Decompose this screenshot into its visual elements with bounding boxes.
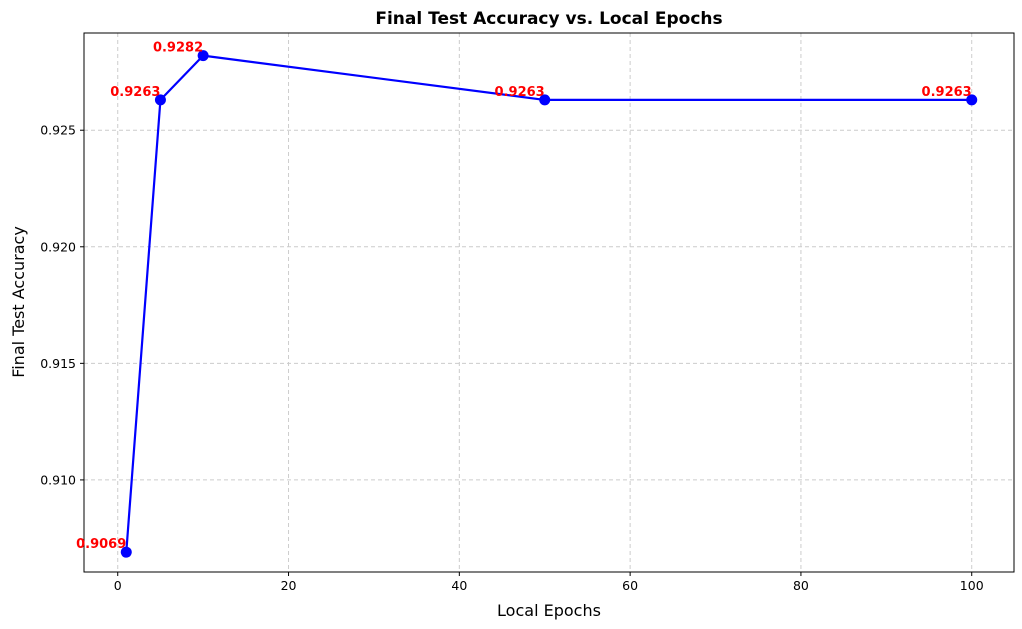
x-axis-ticks: 0 20 40 60 80 100 <box>114 572 984 593</box>
data-label: 0.9282 <box>153 41 203 56</box>
x-tick-label: 100 <box>960 578 984 593</box>
data-label: 0.9263 <box>495 85 545 100</box>
data-point <box>966 94 978 106</box>
x-axis-title: Local Epochs <box>497 601 601 620</box>
plot-area-frame <box>83 32 1015 573</box>
data-label: 0.9263 <box>922 85 972 100</box>
series-layer <box>120 50 978 558</box>
y-tick-label: 0.925 <box>40 123 76 138</box>
grid <box>84 33 1014 572</box>
x-tick-label: 60 <box>622 578 638 593</box>
data-labels: 0.9069 0.9263 0.9282 0.9263 0.9263 <box>76 41 972 553</box>
x-tick-label: 0 <box>114 578 122 593</box>
y-tick-label: 0.910 <box>40 472 76 487</box>
x-tick-label: 40 <box>451 578 467 593</box>
data-point <box>154 94 166 106</box>
y-axis-title: Final Test Accuracy <box>9 226 28 378</box>
data-point <box>197 50 209 62</box>
chart-title: Final Test Accuracy vs. Local Epochs <box>375 9 722 29</box>
data-point <box>539 94 551 106</box>
y-tick-label: 0.915 <box>40 356 76 371</box>
data-label: 0.9263 <box>110 85 160 100</box>
x-tick-label: 80 <box>793 578 809 593</box>
data-label: 0.9069 <box>76 537 126 552</box>
x-tick-label: 20 <box>281 578 297 593</box>
data-point <box>120 546 132 558</box>
y-tick-label: 0.920 <box>40 239 76 254</box>
y-axis-ticks: 0.910 0.915 0.920 0.925 <box>40 123 84 487</box>
